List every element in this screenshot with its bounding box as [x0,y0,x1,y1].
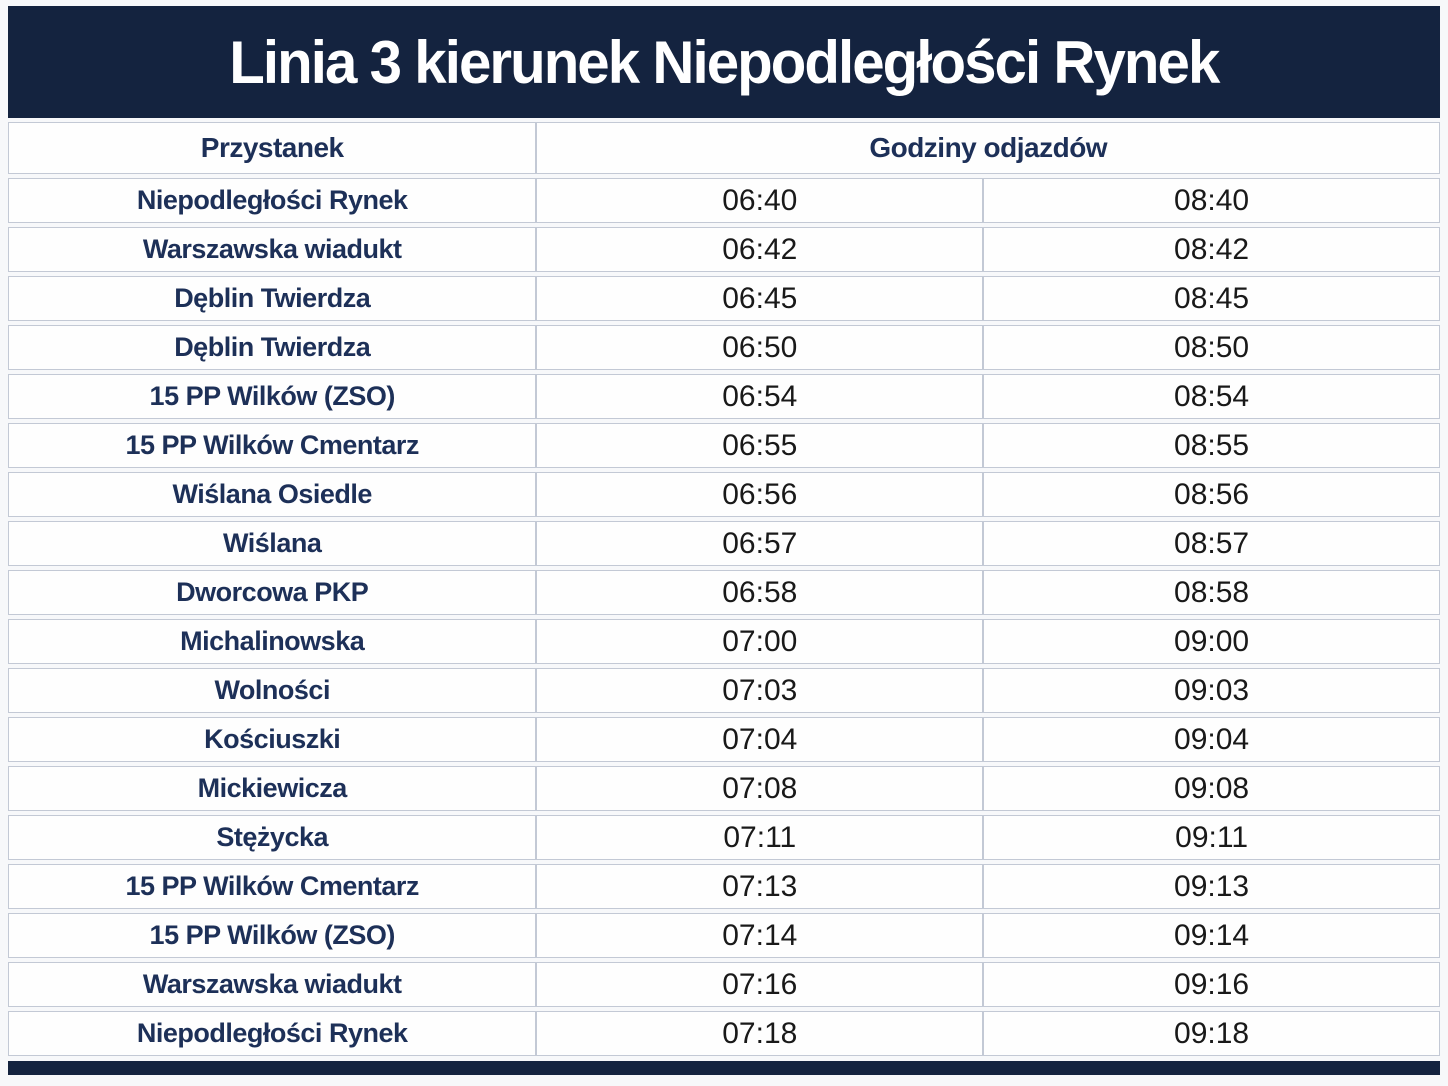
header-stop-column: Przystanek [8,122,537,174]
table-row: Dęblin Twierdza 06:50 08:50 [8,325,1440,370]
table-row: Wiślana 06:57 08:57 [8,521,1440,566]
time-cell: 09:18 [983,1011,1440,1056]
timetable-body: Niepodległości Rynek 06:40 08:40 Warszawska… [8,178,1440,1056]
table-row: Stężycka 07:11 09:11 [8,815,1440,860]
time-cell: 09:11 [983,815,1440,860]
time-cell: 06:42 [536,227,984,272]
stop-cell: Niepodległości Rynek [8,178,537,223]
stop-cell: Dęblin Twierdza [8,276,537,321]
time-cell: 09:14 [983,913,1440,958]
stop-cell: Kościuszki [8,717,537,762]
stop-cell: Wolności [8,668,537,713]
time-cell: 09:00 [983,619,1440,664]
stop-cell: Michalinowska [8,619,537,664]
table-row: 15 PP Wilków (ZSO) 07:14 09:14 [8,913,1440,958]
stop-cell: 15 PP Wilków (ZSO) [8,374,537,419]
table-row: 15 PP Wilków Cmentarz 06:55 08:55 [8,423,1440,468]
time-cell: 06:54 [536,374,984,419]
time-cell: 07:18 [536,1011,984,1056]
header-times-column: Godziny odjazdów [536,122,1440,174]
stop-cell: Dęblin Twierdza [8,325,537,370]
time-cell: 07:13 [536,864,984,909]
table-row: Niepodległości Rynek 06:40 08:40 [8,178,1440,223]
stop-cell: Niepodległości Rynek [8,1011,537,1056]
time-cell: 07:04 [536,717,984,762]
time-cell: 08:56 [983,472,1440,517]
stop-cell: Stężycka [8,815,537,860]
table-row: Warszawska wiadukt 06:42 08:42 [8,227,1440,272]
time-cell: 07:11 [536,815,984,860]
table-row: 15 PP Wilków (ZSO) 06:54 08:54 [8,374,1440,419]
header-row: Przystanek Godziny odjazdów [8,122,1440,174]
table-row: Wolności 07:03 09:03 [8,668,1440,713]
time-cell: 06:45 [536,276,984,321]
title-bar: Linia 3 kierunek Niepodległości Rynek [8,6,1440,118]
stop-cell: 15 PP Wilków (ZSO) [8,913,537,958]
time-cell: 09:13 [983,864,1440,909]
bottom-bar [8,1061,1440,1075]
time-cell: 06:57 [536,521,984,566]
time-cell: 08:55 [983,423,1440,468]
stop-cell: 15 PP Wilków Cmentarz [8,423,537,468]
time-cell: 07:03 [536,668,984,713]
page-title: Linia 3 kierunek Niepodległości Rynek [229,28,1220,96]
table-row: Kościuszki 07:04 09:04 [8,717,1440,762]
table-row: Niepodległości Rynek 07:18 09:18 [8,1011,1440,1056]
time-cell: 08:54 [983,374,1440,419]
time-cell: 08:57 [983,521,1440,566]
time-cell: 08:42 [983,227,1440,272]
time-cell: 09:16 [983,962,1440,1007]
time-cell: 07:16 [536,962,984,1007]
time-cell: 08:40 [983,178,1440,223]
table-row: Dworcowa PKP 06:58 08:58 [8,570,1440,615]
table-row: Wiślana Osiedle 06:56 08:56 [8,472,1440,517]
time-cell: 09:04 [983,717,1440,762]
time-cell: 07:00 [536,619,984,664]
time-cell: 07:08 [536,766,984,811]
time-cell: 06:40 [536,178,984,223]
table-row: Mickiewicza 07:08 09:08 [8,766,1440,811]
stop-cell: Dworcowa PKP [8,570,537,615]
time-cell: 08:45 [983,276,1440,321]
timetable-head: Przystanek Godziny odjazdów [8,122,1440,174]
time-cell: 09:08 [983,766,1440,811]
table-row: Michalinowska 07:00 09:00 [8,619,1440,664]
table-row: 15 PP Wilków Cmentarz 07:13 09:13 [8,864,1440,909]
stop-cell: Mickiewicza [8,766,537,811]
time-cell: 07:14 [536,913,984,958]
time-cell: 08:50 [983,325,1440,370]
stop-cell: Warszawska wiadukt [8,227,537,272]
stop-cell: Wiślana [8,521,537,566]
time-cell: 06:50 [536,325,984,370]
table-row: Warszawska wiadukt 07:16 09:16 [8,962,1440,1007]
stop-cell: Warszawska wiadukt [8,962,537,1007]
stop-cell: 15 PP Wilków Cmentarz [8,864,537,909]
time-cell: 06:58 [536,570,984,615]
table-row: Dęblin Twierdza 06:45 08:45 [8,276,1440,321]
time-cell: 06:55 [536,423,984,468]
time-cell: 08:58 [983,570,1440,615]
stop-cell: Wiślana Osiedle [8,472,537,517]
timetable: Przystanek Godziny odjazdów Niepodległoś… [8,118,1440,1060]
time-cell: 09:03 [983,668,1440,713]
time-cell: 06:56 [536,472,984,517]
